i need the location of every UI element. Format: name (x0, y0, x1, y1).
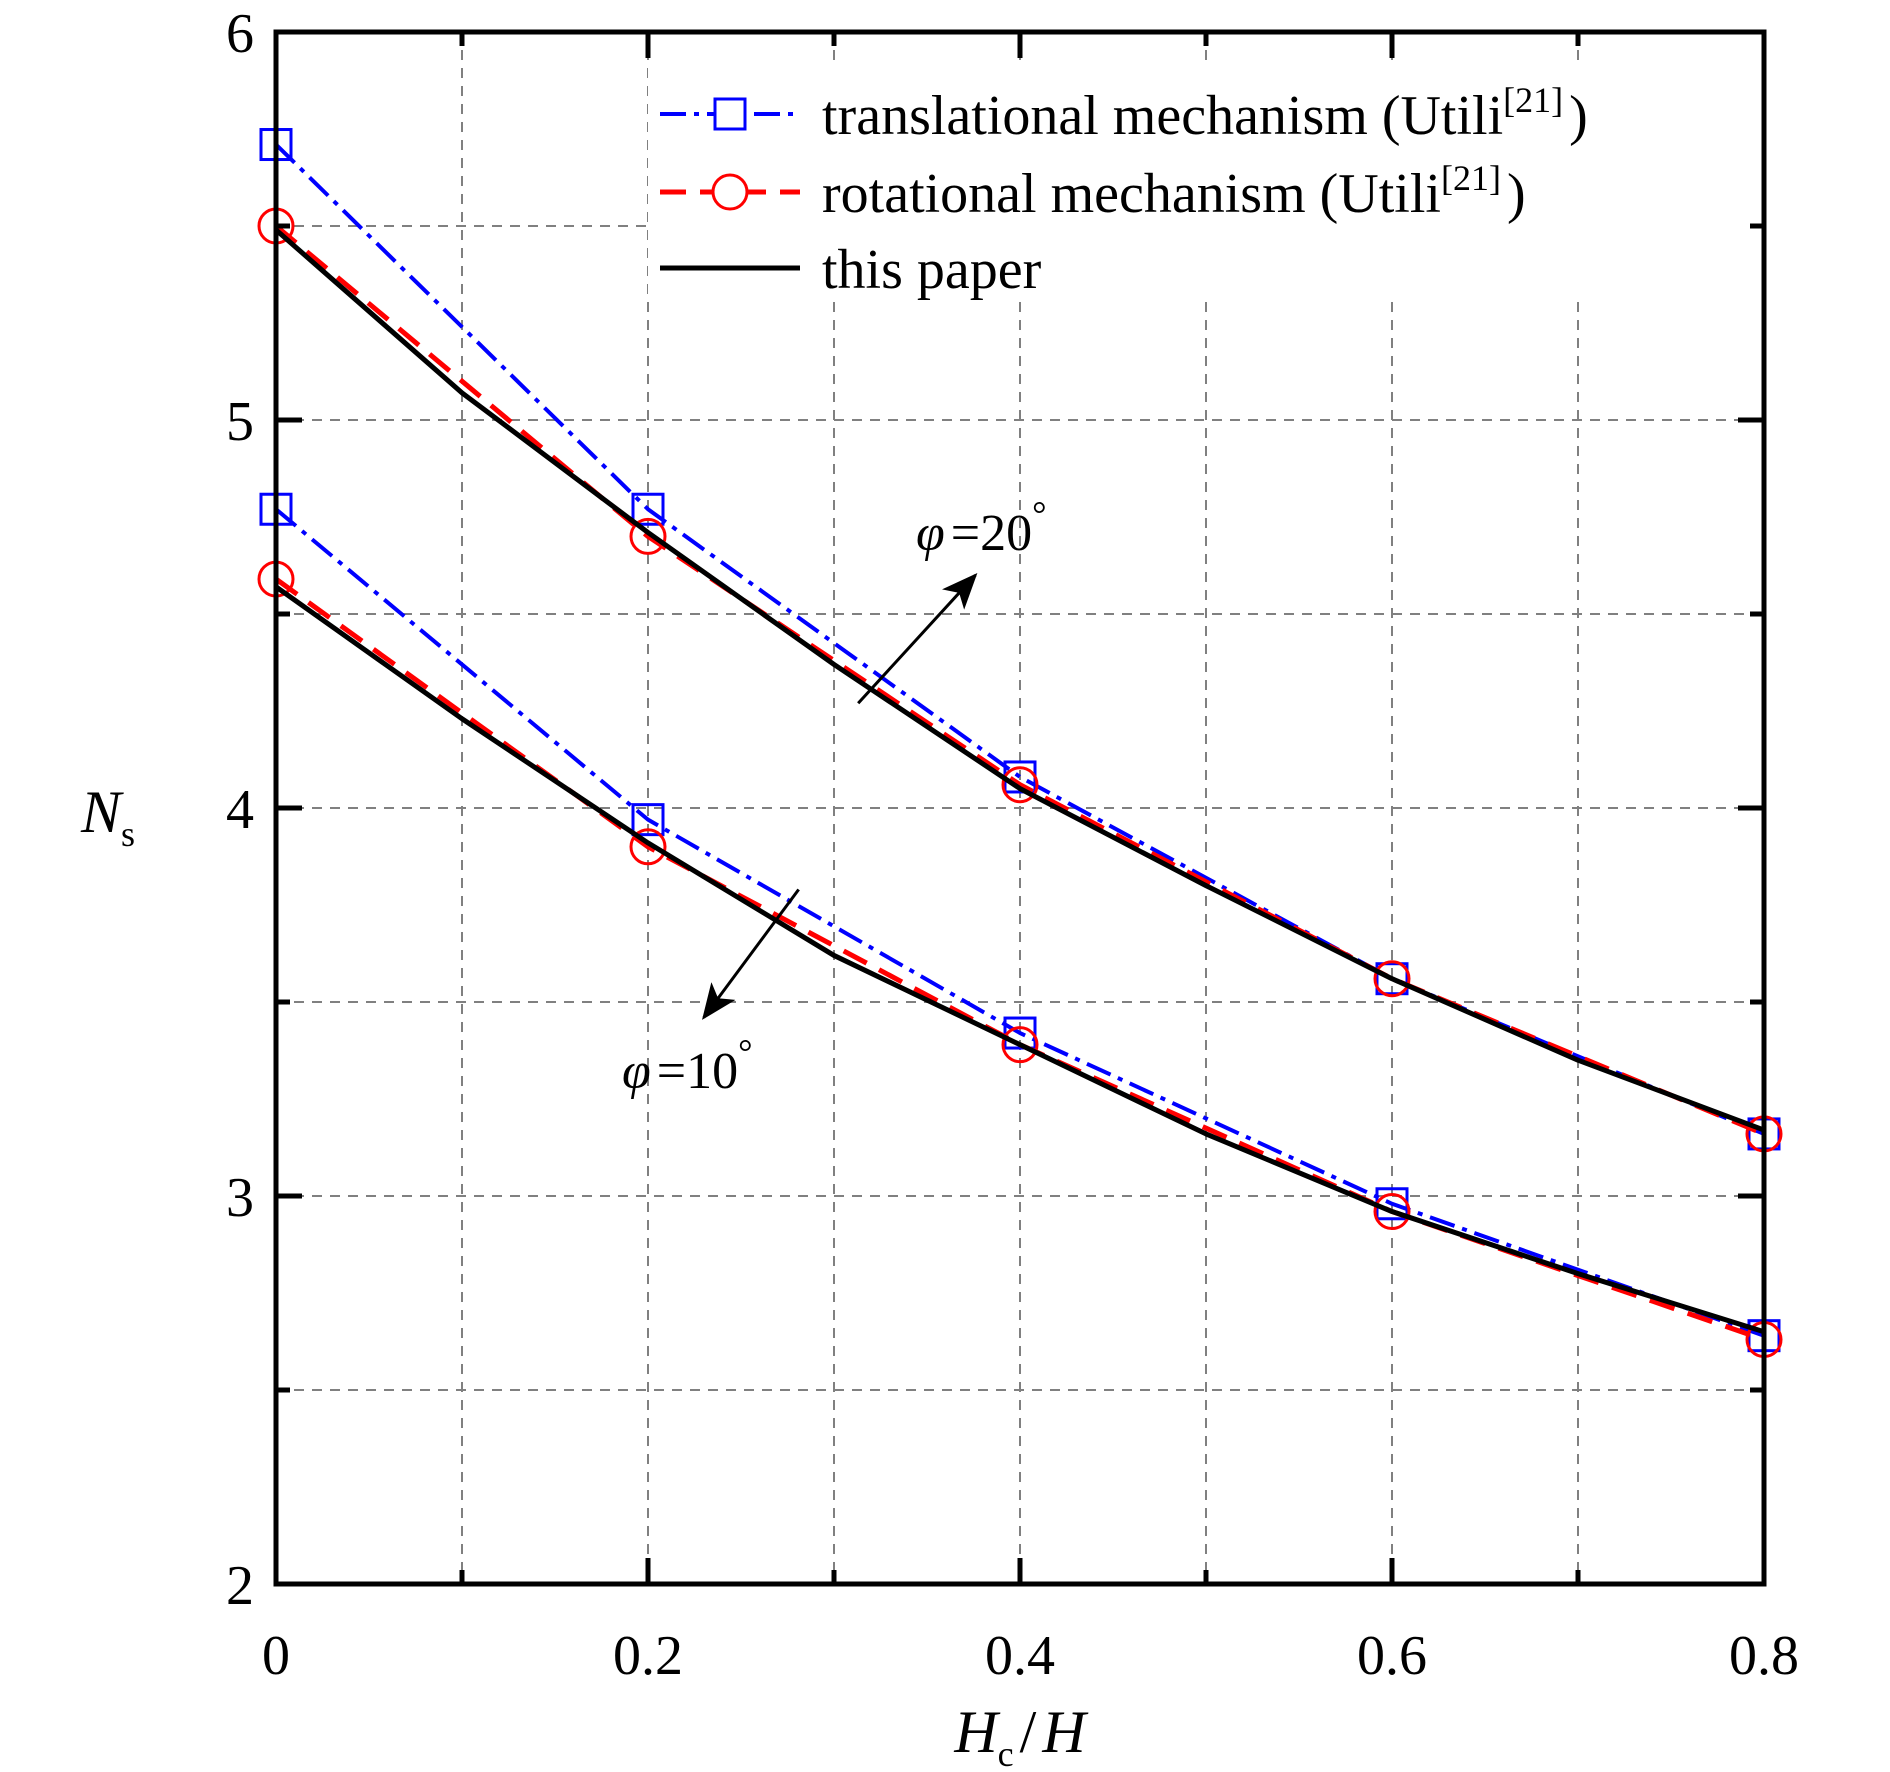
point-rotational-phi20-3 (1373, 960, 1411, 998)
y-tick-label-3: 5 (226, 391, 254, 453)
legend-marker-rotational (711, 173, 749, 211)
y-tick-label-1: 3 (226, 1167, 254, 1229)
y-axis-title: Ns (80, 779, 135, 854)
legend-text-rotational: rotational mechanism (Utili[21]) (822, 158, 1526, 225)
legend-marker-translational (713, 97, 747, 131)
point-translational-phi10-1 (631, 803, 665, 837)
annotation-phi-20: φ =20° (916, 494, 1047, 562)
x-tick-label-0: 0 (262, 1625, 290, 1687)
annotation-phi-10: φ =10° (622, 1032, 753, 1100)
y-tick-label-2: 4 (226, 779, 254, 841)
x-tick-label-1: 0.2 (613, 1625, 683, 1687)
x-tick-label-4: 0.8 (1729, 1625, 1799, 1687)
series-this_paper-phi20 (274, 227, 1765, 1133)
point-translational-phi20-1 (631, 492, 665, 526)
y-tick-label-4: 6 (226, 3, 254, 65)
arrow-phi20 (857, 572, 978, 705)
legend: translational mechanism (Utili[21]) rota… (648, 66, 1748, 302)
legend-background (648, 66, 1748, 302)
series-line-this_paper-phi10 (274, 584, 1765, 1335)
point-rotational-phi10-2 (1001, 1026, 1039, 1064)
point-rotational-phi10-1 (629, 828, 667, 866)
point-rotational-phi20-2 (1001, 766, 1039, 804)
x-axis-title: Hc / H (953, 1699, 1089, 1772)
series-this_paper-phi10 (274, 584, 1765, 1335)
annotations-layer (702, 572, 978, 1020)
series-line-translational-phi10 (274, 507, 1765, 1338)
legend-text-this-paper: this paper (822, 239, 1042, 301)
series-line-this_paper-phi20 (274, 227, 1765, 1133)
legend-text-translational: translational mechanism (Utili[21]) (822, 80, 1588, 147)
x-tick-label-2: 0.4 (985, 1625, 1055, 1687)
point-translational-phi20-3 (1375, 962, 1409, 996)
series-layer (257, 128, 1783, 1359)
point-translational-phi10-2 (1003, 1016, 1037, 1050)
arrow-phi10 (702, 888, 800, 1020)
x-tick-label-3: 0.6 (1357, 1625, 1427, 1687)
point-rotational-phi10-3 (1373, 1193, 1411, 1231)
point-rotational-phi20-1 (629, 517, 667, 555)
ticks: 2 3 4 5 6 0 0.2 0.4 0.6 0.8 (226, 3, 1799, 1687)
y-tick-label-0: 2 (226, 1555, 254, 1617)
series-line-translational-phi20 (274, 143, 1765, 1136)
